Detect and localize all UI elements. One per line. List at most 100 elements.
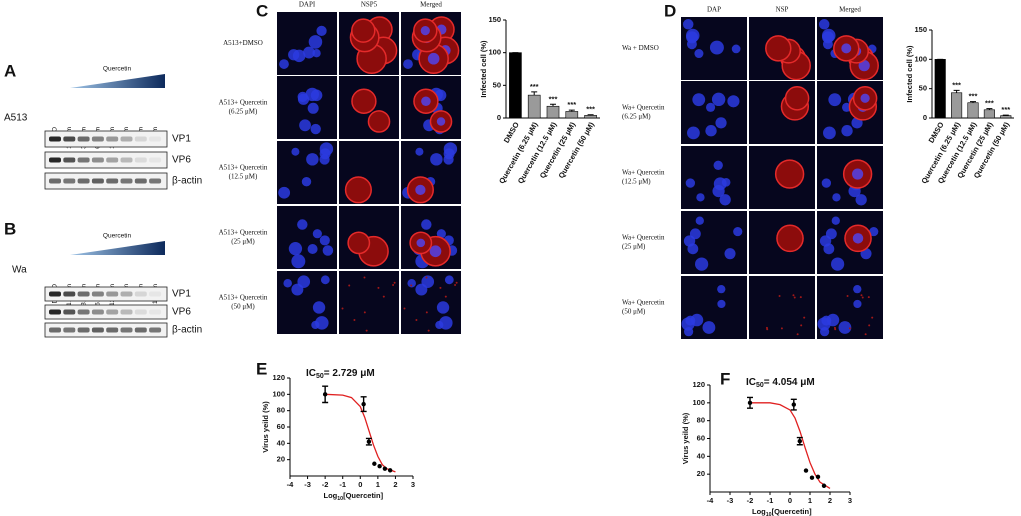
nucleus — [689, 228, 701, 240]
column-header: Merged — [420, 1, 442, 9]
y-axis-label: Infected cell (%) — [905, 45, 914, 103]
nucleus — [838, 321, 852, 334]
band — [120, 157, 133, 163]
error-bar — [550, 103, 556, 107]
x-tick-label: 1 — [808, 496, 812, 505]
x-axis-label: Log10[Quercetin] — [752, 507, 812, 516]
faint-signal — [415, 319, 418, 322]
faint-signal — [403, 307, 406, 310]
error-bar — [568, 109, 575, 112]
protein-label: VP6 — [172, 307, 191, 318]
chart-title: IC50= 4.054 μM — [746, 377, 815, 390]
significance-label: *** — [549, 94, 558, 103]
data-point — [387, 468, 393, 473]
row-label: Wa + DMSO — [622, 44, 659, 52]
faint-signal — [799, 296, 802, 299]
bar — [584, 115, 597, 119]
faint-signal — [861, 296, 864, 299]
error-bar — [587, 114, 594, 116]
y-tick-label: 100 — [914, 54, 927, 63]
faint-signal — [425, 276, 428, 279]
band — [77, 157, 90, 163]
nucleus — [705, 125, 717, 137]
x-tick-label: 3 — [411, 480, 415, 489]
nucleus — [307, 102, 319, 114]
nucleus — [291, 147, 300, 156]
blot-strip — [44, 304, 168, 320]
nucleus — [320, 275, 330, 285]
chart-title: IC50= 2.729 μM — [306, 368, 375, 381]
nucleus — [692, 93, 706, 107]
band — [91, 309, 104, 315]
chart-title-part: = 4.054 μM — [764, 377, 815, 388]
nucleus — [303, 46, 315, 59]
faint-signal — [834, 328, 837, 331]
faint-signal — [766, 328, 769, 331]
bar — [509, 52, 522, 119]
nucleus — [694, 49, 704, 59]
band — [106, 309, 119, 315]
nucleus — [279, 59, 289, 69]
chart-title-part: = 2.729 μM — [324, 368, 375, 379]
x-axis-label-part: [Quercetin] — [772, 507, 813, 516]
data-point — [372, 461, 377, 466]
faint-signal — [439, 286, 442, 289]
nucleus — [291, 254, 306, 269]
bar — [934, 59, 946, 119]
significance-label: *** — [969, 92, 978, 101]
error-bar — [986, 108, 993, 110]
y-tick-label: 80 — [697, 416, 705, 425]
significance-label: *** — [567, 100, 576, 109]
blot-strip — [44, 286, 168, 302]
faint-signal — [363, 311, 366, 314]
band — [63, 136, 76, 142]
blot-strip — [44, 172, 168, 190]
micrograph — [680, 210, 748, 275]
x-tick-label: -1 — [767, 496, 774, 505]
y-tick-label: 60 — [697, 433, 705, 442]
nucleus — [713, 160, 723, 170]
nucleus — [416, 238, 426, 248]
bar — [527, 94, 541, 119]
x-tick-label: 0 — [358, 480, 362, 489]
y-tick-label: 60 — [277, 422, 285, 431]
significance-label: *** — [985, 99, 994, 108]
band — [149, 136, 162, 142]
data-point — [322, 392, 328, 397]
nucleus — [852, 233, 864, 244]
row-label: (6.25 μM) — [622, 113, 651, 121]
band — [63, 327, 76, 333]
band — [134, 178, 147, 184]
nucleus — [299, 119, 311, 132]
significance-label: *** — [530, 82, 539, 91]
row-label: Wa+ Quercetin — [622, 104, 665, 112]
nucleus — [719, 194, 731, 206]
infected-cell — [784, 86, 810, 111]
faint-signal — [848, 327, 851, 330]
data-point — [366, 439, 372, 444]
nucleus — [421, 275, 435, 289]
x-tick-label: -2 — [322, 480, 329, 489]
nucleus — [724, 248, 736, 260]
y-tick-label: 20 — [277, 455, 285, 464]
dose-wedge — [70, 74, 165, 88]
band — [149, 178, 162, 184]
faint-signal — [377, 286, 380, 289]
x-axis-label-part: [Quercetin] — [343, 491, 384, 500]
data-point — [791, 402, 796, 407]
y-axis-label: Virus yeild (%) — [261, 401, 270, 453]
nucleus — [443, 142, 458, 156]
nucleus — [444, 275, 454, 285]
nucleus — [319, 142, 334, 156]
bar — [983, 109, 995, 119]
band — [106, 178, 119, 184]
x-tick-label: DMSO — [502, 120, 521, 144]
x-axis-label: Log10[Quercetin] — [324, 491, 384, 502]
column-header: DAP — [707, 6, 721, 14]
y-tick-label: 0 — [497, 113, 501, 122]
micrograph — [338, 270, 400, 335]
faint-signal — [803, 316, 806, 319]
x-axis-label-part: 10 — [337, 496, 343, 502]
nucleus — [727, 95, 740, 108]
